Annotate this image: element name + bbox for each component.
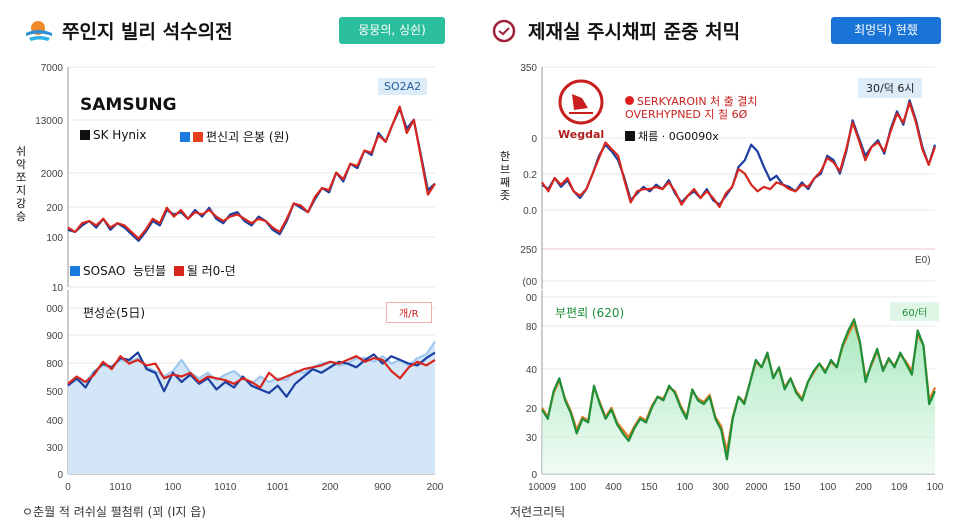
bottom-legend: SOSAO 능턴블 될 러0-뎐 [70,262,236,279]
legend-item-2: 편신괴 은봉 (원) [180,128,289,145]
x-tick-label: 0 [65,482,71,493]
chart1-ylabel: 한 브 째 좃 [500,150,511,202]
chart3-label: 부편뢰 (620) [555,306,625,320]
y-tick-label: 800 [46,359,63,370]
y-tick-label: 0 [531,134,537,145]
y-tick-label: 400 [46,416,63,427]
left-caption: ㅇ춘뭘 적 려쉬실 펼첨뤼 (꾀 (I지 읍) [22,505,206,519]
legend-label: SK Hynix [93,128,147,142]
y-tick-label: 20 [526,404,538,415]
series-line-1 [67,105,436,240]
chart2-label: 편성순(5日) [83,306,146,320]
y-tick-label: 300 [46,443,63,454]
chart0-ylabel: 쉬 악 쪼 지 강 승 [16,145,27,223]
y-tick-label: 0.0 [523,206,537,217]
x-tick-label: 100 [165,482,182,493]
y-tick-label: 2000 [41,169,64,180]
legend-label: 될 러0-뎐 [186,264,236,278]
x-tick-label: 1001 [267,482,290,493]
x-tick-label: 109 [891,482,908,493]
chart2-badge: 개/R [386,302,432,323]
right-caption: 저련크리틱 [510,505,566,519]
logo-text: Wegdal [558,128,605,141]
x-tick-label: 100 [569,482,586,493]
left-badge-button[interactable]: 몽뭉의, 싱쉰) [339,17,445,44]
right-badge-button[interactable]: 최멍덕) 현쥈 [831,17,941,44]
y-tick-label: 00 [526,293,538,304]
x-tick-label: 150 [641,482,658,493]
x-tick-label: 100 [677,482,694,493]
prohibited-icon [492,19,516,47]
y-tick-label: 13000 [35,116,63,127]
legend-label: 채름 · 0G0090x [638,130,719,143]
y-tick-label: 0 [531,470,537,481]
x-tick-label: 100 [819,482,836,493]
legend-brand: SAMSUNG [80,95,177,115]
y-tick-label: 900 [46,331,63,342]
y-tick-label: 000 [46,304,63,315]
y-tick-label: 30 [526,433,538,444]
x-tick-label: 100 [927,482,944,493]
right-title: 제재실 주시채피 준중 처믹 [528,21,741,43]
x-tick-label: 2000 [745,482,768,493]
legend-label: 능턴블 [133,264,167,278]
x-tick-label: 400 [605,482,622,493]
y-tick-label: 80 [526,322,538,333]
y-tick-label: 7000 [41,63,64,74]
series-line-1 [541,101,937,208]
x-tick-label: 200 [322,482,339,493]
x-tick-label: 300 [712,482,729,493]
x-tick-label: 1010 [214,482,237,493]
legend-label: SOSAO [83,264,126,278]
y-tick-label: 0 [57,470,63,481]
x-tick-label: 10009 [528,482,556,493]
chart1-annotation: E0) [915,255,931,266]
legend-label: SERKYAROIN 처 출 결치 [637,95,758,108]
y-tick-label: 200 [46,203,63,214]
sun-logo-icon [24,19,54,43]
chart3-badge: 60/터 [890,302,940,321]
y-tick-label: 10 [52,283,64,294]
chart1-legend-item2: 채름 · 0G0090x [625,128,719,144]
y-tick-label: 40 [526,365,538,376]
x-tick-label: 200 [855,482,872,493]
series-line-2 [67,355,436,389]
legend-label: 편신괴 은봉 (원) [206,130,290,144]
y-tick-label: 250 [520,245,537,256]
legend-item-sk-hynix: SK Hynix [80,128,146,142]
x-tick-label: 1010 [109,482,132,493]
series-line-1 [541,318,937,461]
y-tick-label: 100 [46,233,63,244]
y-tick-label: 500 [46,387,63,398]
series-line-1 [67,351,436,398]
y-tick-label: (00 [523,277,538,288]
chart0-badge: SO2A2 [378,78,428,95]
chart1-badge: 30/덕 6시 [858,78,923,98]
y-tick-label: 0.2 [523,170,537,181]
wegdal-logo-icon [555,78,607,142]
x-tick-label: 900 [374,482,391,493]
legend-label: OVERHYPNED 지 칠 6Ø [625,108,748,121]
x-tick-label: 200 [427,482,444,493]
x-tick-label: 150 [784,482,801,493]
left-title: 쭈인지 빌리 석수의전 [62,21,233,43]
y-tick-label: 350 [520,63,537,74]
chart1-legend-item1: SERKYAROIN 처 출 결치 OVERHYPNED 지 칠 6Ø [625,95,758,121]
series-line-0 [67,340,436,385]
